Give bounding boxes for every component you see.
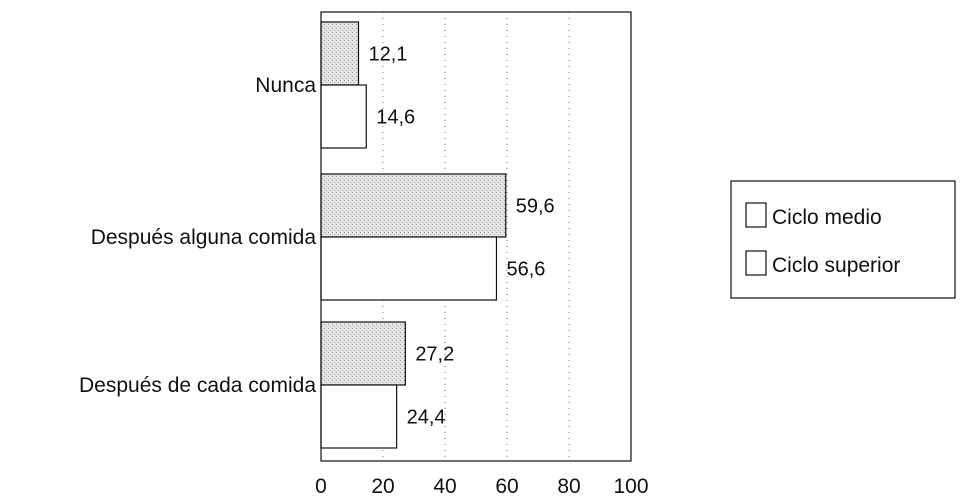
- data-label-despues-alguna-comida-ciclo-medio: 59,6: [516, 196, 555, 218]
- legend: Ciclo medio Ciclo superior: [730, 180, 956, 299]
- category-labels: Nunca Después alguna comida Después de cad…: [79, 74, 316, 397]
- data-labels: 12,1 14,6 59,6 56,6 27,2 24,4: [369, 44, 555, 429]
- legend-swatch-ciclo-superior: [745, 250, 767, 276]
- data-label-despues-de-cada-comida-ciclo-superior: 24,4: [407, 407, 446, 429]
- data-label-nunca-ciclo-superior: 14,6: [376, 107, 415, 129]
- x-tick-label-0: 0: [315, 475, 327, 498]
- category-label-despues-alguna-comida: Después alguna comida: [91, 226, 317, 249]
- legend-label-ciclo-superior: Ciclo superior: [772, 254, 900, 277]
- bar-despues-alguna-comida-ciclo-superior: [320, 236, 498, 301]
- bar-despues-de-cada-comida-ciclo-medio: [320, 321, 406, 386]
- x-tick-label-40: 40: [433, 475, 456, 498]
- category-label-despues-de-cada-comida: Después de cada comida: [79, 374, 316, 397]
- legend-box: [730, 180, 956, 299]
- bar-nunca-ciclo-medio: [320, 21, 360, 86]
- data-label-despues-alguna-comida-ciclo-superior: 56,6: [506, 259, 545, 281]
- bar-despues-de-cada-comida-ciclo-superior: [320, 384, 398, 449]
- bar-despues-alguna-comida-ciclo-medio: [320, 173, 507, 238]
- data-label-despues-de-cada-comida-ciclo-medio: 27,2: [415, 344, 454, 366]
- x-tick-label-60: 60: [495, 475, 518, 498]
- x-tick-label-20: 20: [371, 475, 394, 498]
- legend-label-ciclo-medio: Ciclo medio: [772, 206, 882, 229]
- bar-nunca-ciclo-superior: [320, 84, 367, 149]
- category-label-nunca: Nunca: [255, 74, 316, 97]
- legend-swatch-ciclo-medio: [745, 202, 767, 228]
- x-tick-labels: 0 20 40 60 80 100: [315, 475, 648, 498]
- x-tick-label-100: 100: [613, 475, 648, 498]
- data-label-nunca-ciclo-medio: 12,1: [369, 44, 408, 66]
- x-tick-label-80: 80: [557, 475, 580, 498]
- plot-frame: [320, 11, 632, 462]
- bars: [320, 21, 507, 449]
